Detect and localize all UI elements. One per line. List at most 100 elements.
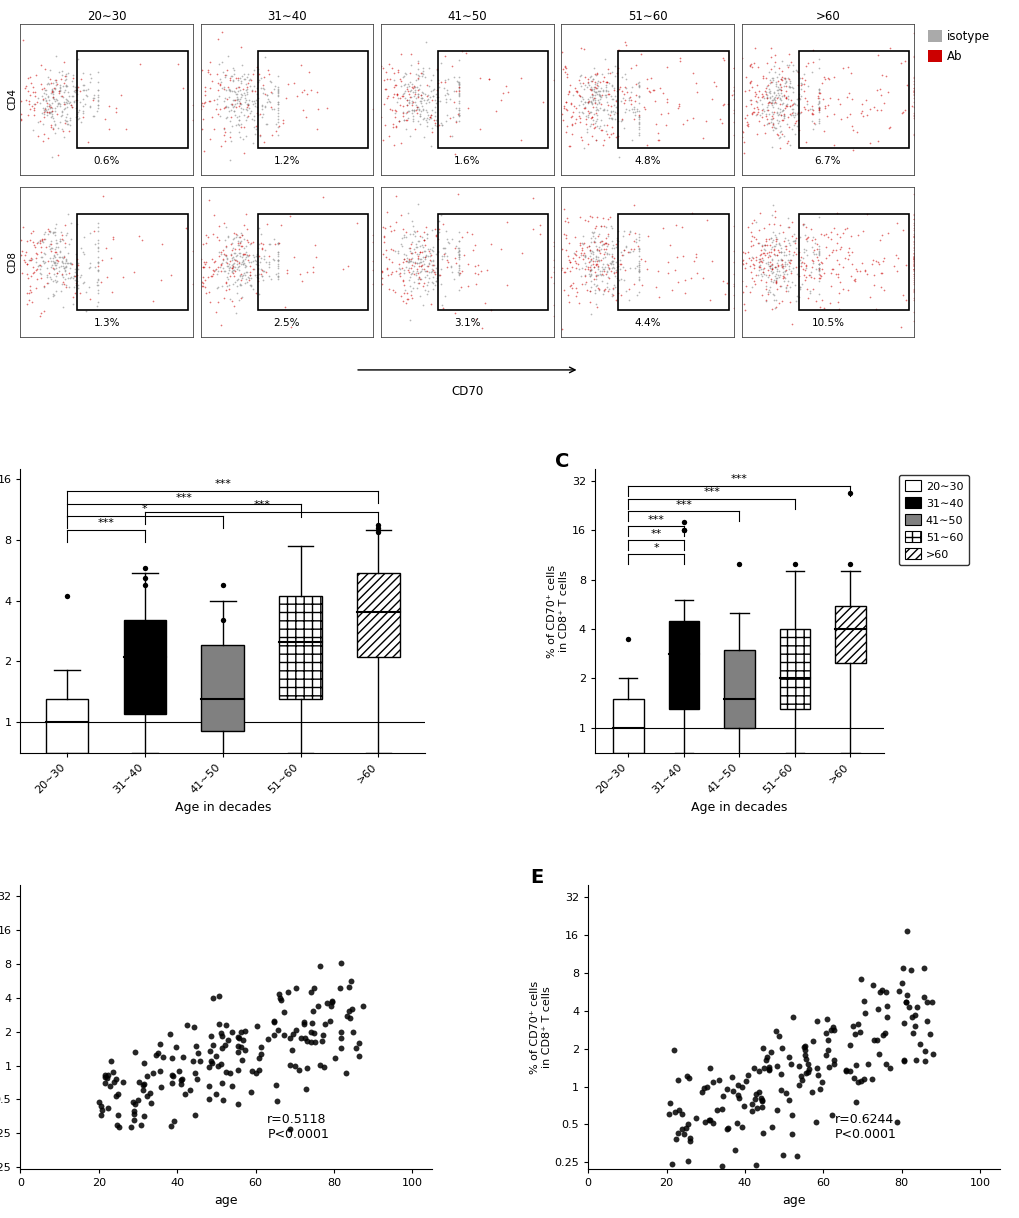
Point	[905, 253, 921, 273]
Point	[57, 71, 73, 90]
Point	[64, 97, 81, 117]
Point	[590, 250, 606, 269]
Point	[740, 80, 756, 100]
Point	[90, 257, 106, 276]
Point	[587, 82, 603, 101]
Point	[741, 56, 757, 76]
Point	[852, 104, 868, 123]
Point	[600, 108, 616, 128]
Point	[759, 94, 775, 113]
Point	[247, 80, 263, 100]
Point	[646, 80, 662, 100]
Point	[68, 80, 85, 100]
Point	[450, 263, 467, 283]
Point	[729, 1113, 745, 1133]
Point	[90, 284, 106, 303]
Point	[671, 94, 687, 113]
Point	[88, 234, 104, 253]
Point	[126, 1094, 143, 1113]
Point	[847, 270, 863, 290]
Point	[45, 84, 61, 104]
Point	[113, 85, 129, 105]
Point	[905, 287, 921, 307]
Point	[772, 250, 789, 269]
Point	[838, 1061, 854, 1080]
Point	[701, 1058, 717, 1078]
Point	[587, 74, 603, 94]
Point	[810, 261, 826, 280]
Point	[780, 118, 796, 138]
Point	[573, 77, 589, 96]
Point	[856, 261, 872, 280]
Point	[725, 58, 741, 78]
Point	[233, 66, 250, 85]
X-axis label: age: age	[214, 1194, 237, 1207]
Point	[763, 114, 780, 134]
Point	[391, 111, 408, 130]
Point	[42, 240, 58, 259]
Text: 2.5%: 2.5%	[273, 318, 300, 328]
Point	[90, 259, 106, 279]
Point	[67, 77, 84, 96]
Point	[16, 246, 33, 266]
Point	[218, 246, 234, 266]
Point	[584, 69, 600, 89]
Point	[200, 62, 216, 82]
Point	[410, 246, 426, 266]
Point	[254, 239, 270, 258]
Point	[232, 114, 249, 134]
Point	[246, 77, 262, 96]
Point	[423, 108, 439, 128]
Point	[759, 100, 775, 119]
Point	[590, 251, 606, 270]
Point	[554, 58, 571, 78]
Point	[798, 229, 814, 248]
Point	[768, 262, 785, 281]
Point	[426, 263, 442, 283]
Point	[588, 297, 604, 317]
Point	[582, 256, 598, 275]
Point	[450, 100, 467, 119]
Point	[630, 107, 646, 127]
Point	[863, 255, 879, 274]
Point	[415, 127, 431, 146]
Text: ***: ***	[175, 493, 192, 503]
Point	[44, 256, 60, 275]
Point	[46, 285, 62, 304]
Point	[763, 86, 780, 106]
Point	[750, 234, 766, 253]
Point	[725, 80, 741, 100]
Point	[787, 111, 803, 130]
Point	[605, 275, 622, 295]
Point	[54, 86, 70, 106]
Point	[170, 1061, 186, 1080]
Point	[584, 85, 600, 105]
Point	[589, 77, 605, 96]
Point	[404, 244, 420, 263]
Point	[775, 105, 792, 124]
Point	[35, 90, 51, 110]
Point	[590, 85, 606, 105]
Point	[599, 82, 615, 101]
Point	[857, 90, 873, 110]
Point	[524, 188, 540, 207]
Point	[627, 74, 643, 94]
Point	[383, 58, 399, 78]
Point	[26, 86, 43, 106]
Point	[288, 86, 305, 106]
Point	[589, 259, 605, 279]
Point	[763, 114, 780, 134]
Point	[397, 257, 414, 276]
Point	[263, 99, 279, 118]
Point	[205, 1035, 221, 1055]
Point	[624, 130, 640, 150]
Point	[605, 258, 622, 278]
Point	[211, 106, 227, 125]
Point	[796, 239, 812, 258]
Point	[543, 268, 559, 287]
Point	[751, 90, 767, 110]
Point	[67, 267, 84, 286]
Point	[810, 255, 826, 274]
Point	[387, 74, 404, 94]
Point	[410, 97, 426, 117]
